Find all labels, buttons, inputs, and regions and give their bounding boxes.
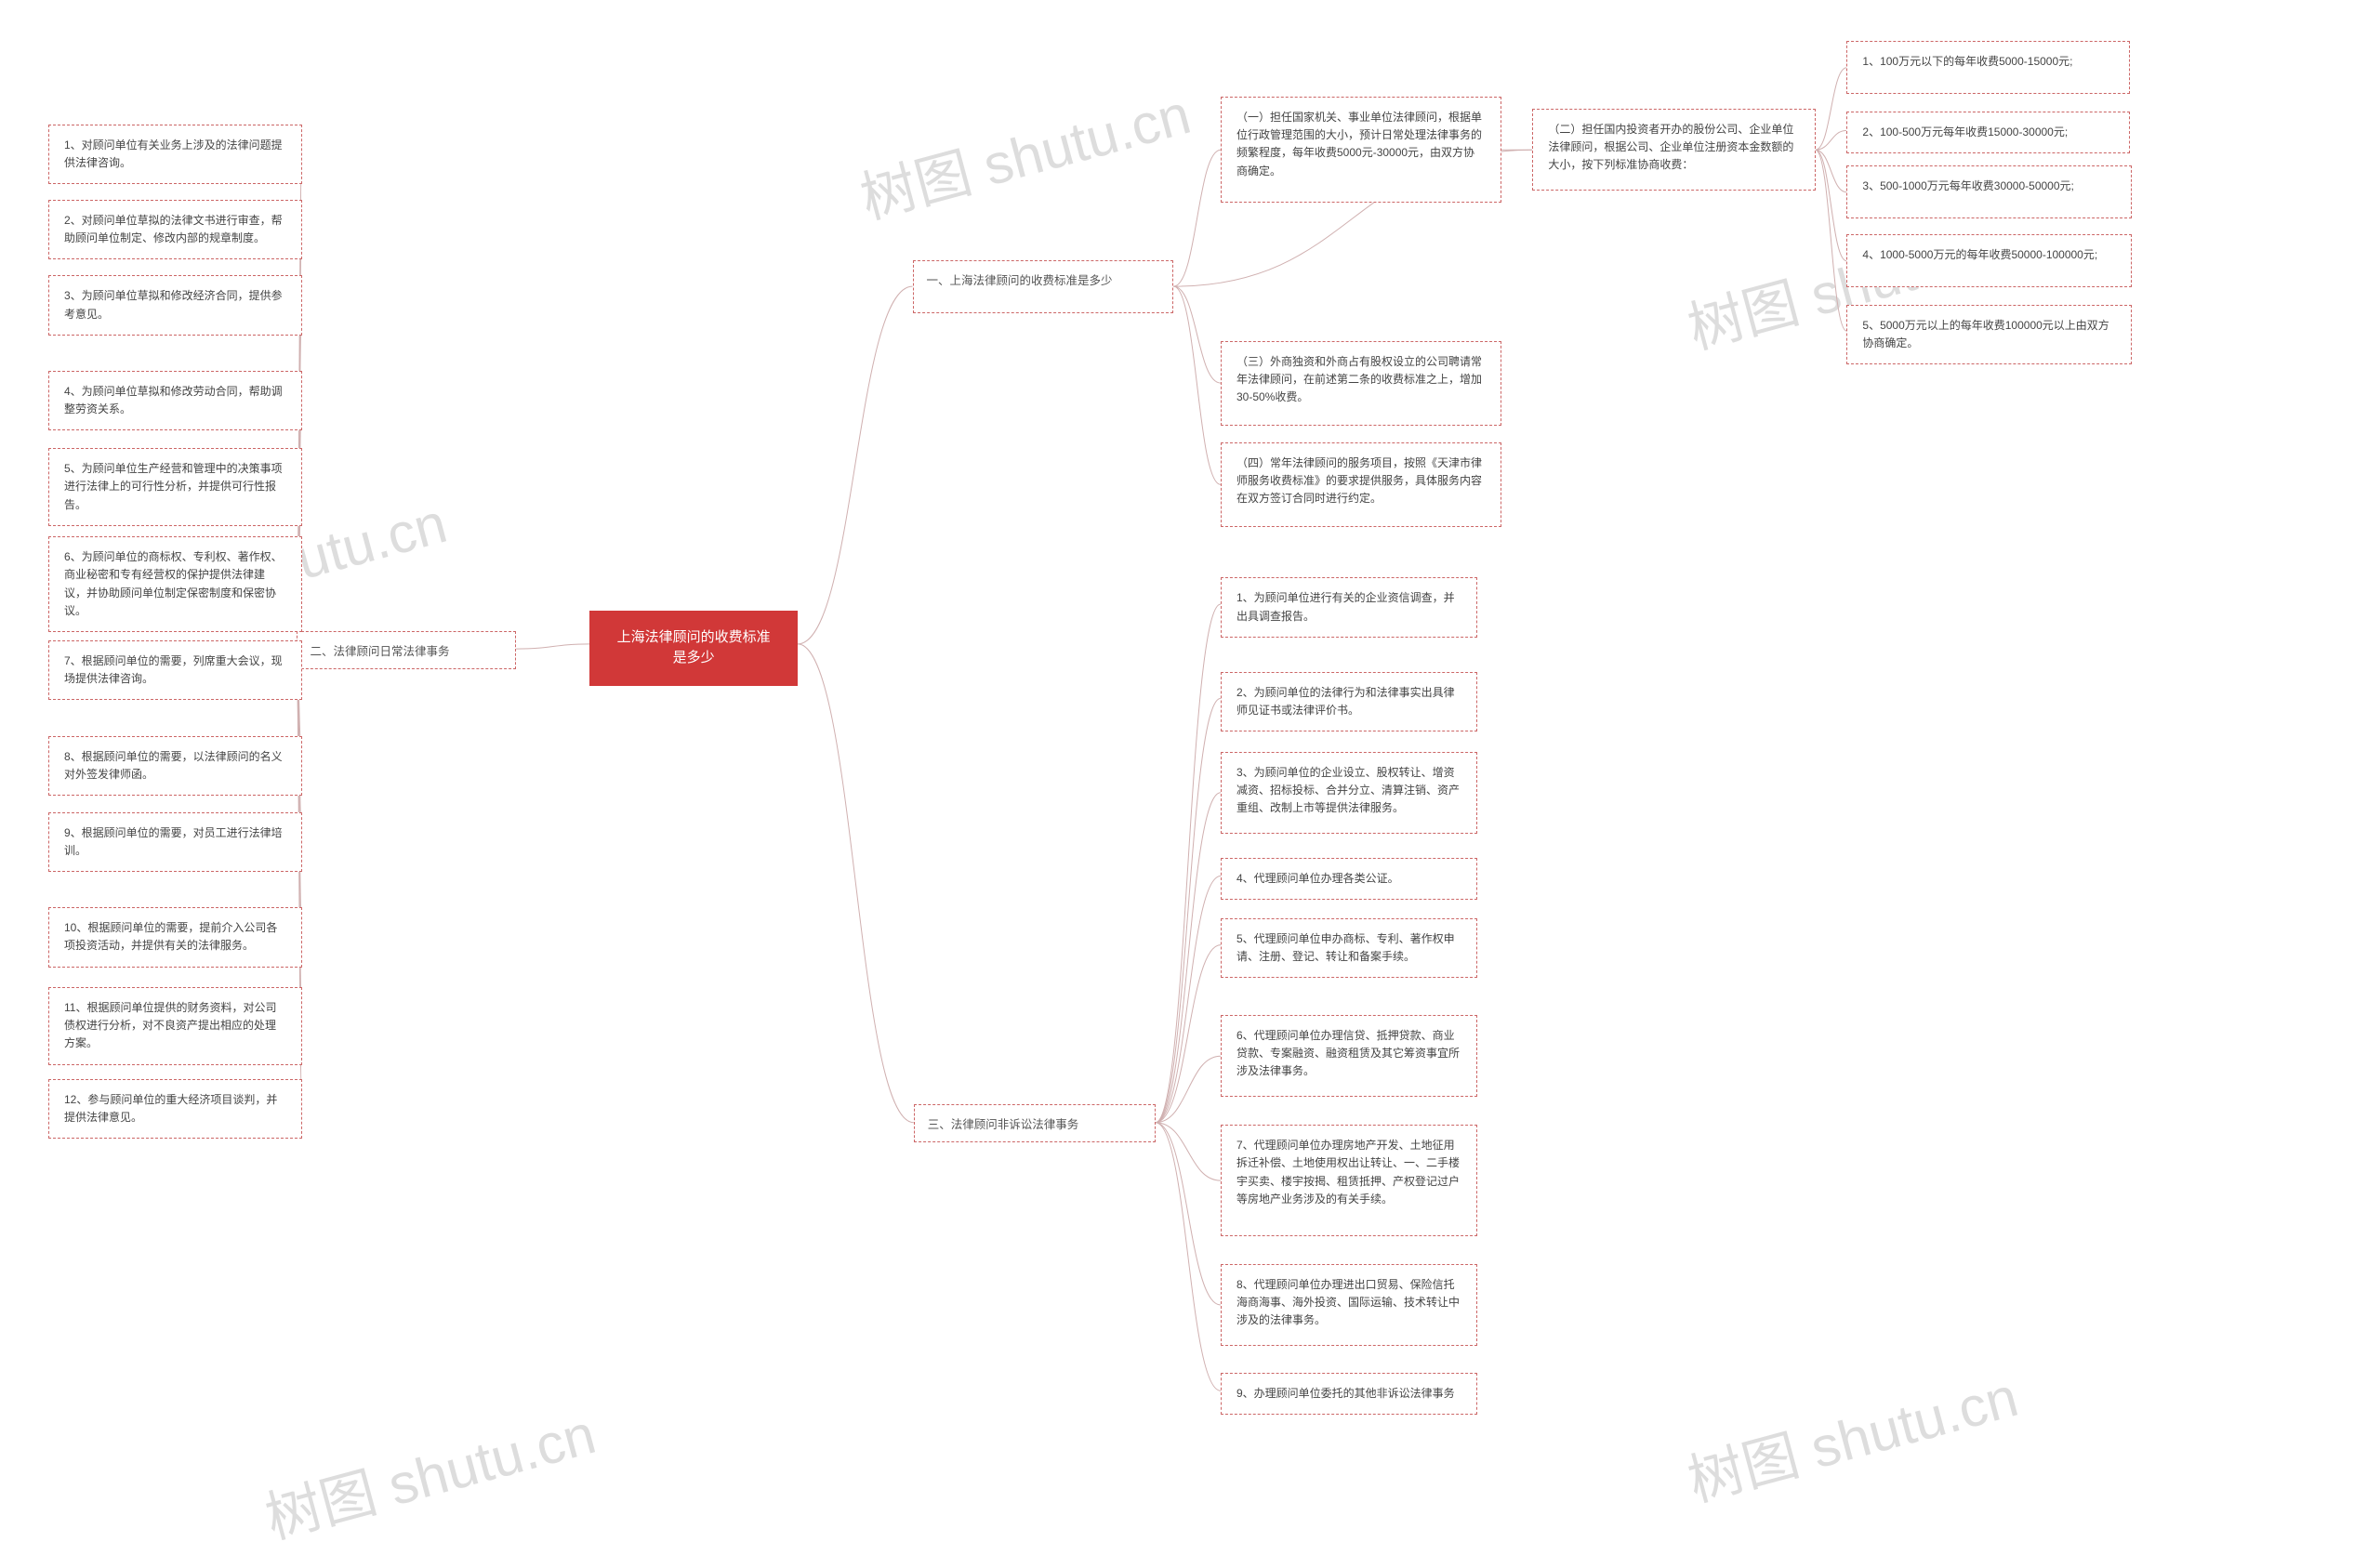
root-node: 上海法律顾问的收费标准是多少 [589,611,798,686]
b2-n2_5: 5、为顾问单位生产经营和管理中的决策事项进行法律上的可行性分析，并提供可行性报告… [48,448,302,526]
b3-n3_3: 3、为顾问单位的企业设立、股权转让、增资减资、招标投标、合并分立、清算注销、资产… [1221,752,1477,834]
b3-n3_2: 2、为顾问单位的法律行为和法律事实出具律师见证书或法律评价书。 [1221,672,1477,731]
b1-n1_4: （四）常年法律顾问的服务项目，按照《天津市律师服务收费标准》的要求提供服务，具体… [1221,442,1501,527]
b2-n2_3: 3、为顾问单位草拟和修改经济合同，提供参考意见。 [48,275,302,335]
b3-n3_7: 7、代理顾问单位办理房地产开发、土地征用拆迁补偿、土地使用权出让转让、一、二手楼… [1221,1125,1477,1236]
b2-n2_7: 7、根据顾问单位的需要，列席重大会议，现场提供法律咨询。 [48,640,302,700]
b2-n2_11: 11、根据顾问单位提供的财务资料，对公司债权进行分析，对不良资产提出相应的处理方… [48,987,302,1065]
b2-n2_12: 12、参与顾问单位的重大经济项目谈判，并提供法律意见。 [48,1079,302,1139]
b1-n1_2-c1: 1、100万元以下的每年收费5000-15000元; [1846,41,2129,94]
b2-n2_9: 9、根据顾问单位的需要，对员工进行法律培训。 [48,812,302,872]
b1-n1_2-c3: 3、500-1000万元每年收费30000-50000元; [1846,165,2132,218]
b2-n2_6: 6、为顾问单位的商标权、专利权、著作权、商业秘密和专有经营权的保护提供法律建议，… [48,536,302,632]
b1-n1_2: （二）担任国内投资者开办的股份公司、企业单位法律顾问，根据公司、企业单位注册资本… [1532,109,1815,191]
b3-n3_9: 9、办理顾问单位委托的其他非诉讼法律事务 [1221,1373,1477,1415]
b3-n3_4: 4、代理顾问单位办理各类公证。 [1221,858,1477,900]
watermark-2: 树图 shutu.cn [851,69,1198,234]
b2-n2_2: 2、对顾问单位草拟的法律文书进行审查，帮助顾问单位制定、修改内部的规章制度。 [48,200,302,259]
b3-n3_8: 8、代理顾问单位办理进出口贸易、保险信托海商海事、海外投资、国际运输、技术转让中… [1221,1264,1477,1346]
branch-2: 二、法律顾问日常法律事务 [297,631,517,669]
branch-1: 一、上海法律顾问的收费标准是多少 [913,260,1174,313]
b1-n1_1: （一）担任国家机关、事业单位法律顾问，根据单位行政管理范围的大小，预计日常处理法… [1221,97,1501,203]
watermark-5: 树图 shutu.cn [1678,1351,2026,1517]
b3-n3_1: 1、为顾问单位进行有关的企业资信调查，并出具调查报告。 [1221,577,1477,637]
b1-n1_3: （三）外商独资和外商占有股权设立的公司聘请常年法律顾问，在前述第二条的收费标准之… [1221,341,1501,426]
mindmap-container: 树图 shutu.cn 树图 shutu.cn 树图 shutu.cn 树图 s… [0,0,2380,1518]
b3-n3_5: 5、代理顾问单位申办商标、专利、著作权申请、注册、登记、转让和备案手续。 [1221,918,1477,978]
b1-n1_2-c5: 5、5000万元以上的每年收费100000元以上由双方协商确定。 [1846,305,2132,364]
b2-n2_10: 10、根据顾问单位的需要，提前介入公司各项投资活动，并提供有关的法律服务。 [48,907,302,967]
watermark-4: 树图 shutu.cn [256,1389,603,1554]
b2-n2_1: 1、对顾问单位有关业务上涉及的法律问题提供法律咨询。 [48,125,302,184]
connector-lines [0,0,2380,1518]
branch-3: 三、法律顾问非诉讼法律事务 [914,1104,1156,1142]
b1-n1_2-c2: 2、100-500万元每年收费15000-30000元; [1846,112,2129,153]
b2-n2_4: 4、为顾问单位草拟和修改劳动合同，帮助调整劳资关系。 [48,371,302,430]
b3-n3_6: 6、代理顾问单位办理信贷、抵押贷款、商业贷款、专案融资、融资租赁及其它筹资事宜所… [1221,1015,1477,1097]
b1-n1_2-c4: 4、1000-5000万元的每年收费50000-100000元; [1846,234,2132,287]
b2-n2_8: 8、根据顾问单位的需要，以法律顾问的名义对外签发律师函。 [48,736,302,796]
